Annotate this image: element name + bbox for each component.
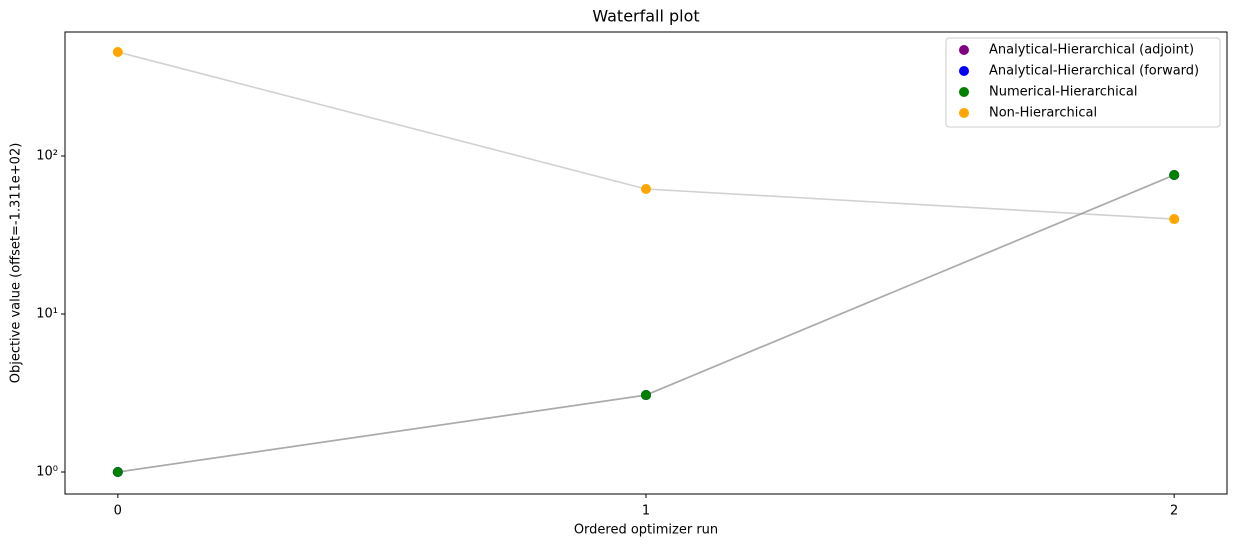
- data-point: [112, 467, 123, 478]
- data-point: [641, 184, 651, 195]
- series-line: [117, 174, 1175, 473]
- legend-marker: [959, 66, 969, 76]
- series-line: [117, 174, 1175, 473]
- legend-box: [945, 37, 1221, 128]
- y-tick-label: 10¹: [36, 307, 58, 322]
- series-line: [117, 174, 1175, 473]
- y-axis-label: Objective value (offset=-1.311e+02): [9, 143, 24, 384]
- data-point: [1169, 214, 1180, 225]
- data-point: [1169, 169, 1180, 180]
- data-point: [112, 47, 123, 58]
- y-tick-label: 10²: [36, 148, 58, 163]
- legend-marker: [959, 108, 969, 118]
- data-point: [641, 390, 651, 401]
- legend-label: Analytical-Hierarchical (adjoint): [989, 43, 1194, 58]
- legend-label: Non-Hierarchical: [989, 106, 1097, 121]
- legend-label: Numerical-Hierarchical: [989, 85, 1137, 100]
- chart-title: Waterfall plot: [592, 7, 699, 26]
- legend-marker: [959, 45, 969, 55]
- legend-label: Analytical-Hierarchical (forward): [989, 64, 1199, 79]
- y-tick-label: 10⁰: [36, 465, 58, 480]
- x-tick-label: 2: [1170, 504, 1178, 519]
- x-tick-label: 1: [642, 504, 650, 519]
- plot-frame: [64, 31, 1228, 495]
- x-axis-label: Ordered optimizer run: [574, 523, 718, 538]
- legend-marker: [959, 87, 969, 97]
- x-tick-label: 0: [114, 504, 122, 519]
